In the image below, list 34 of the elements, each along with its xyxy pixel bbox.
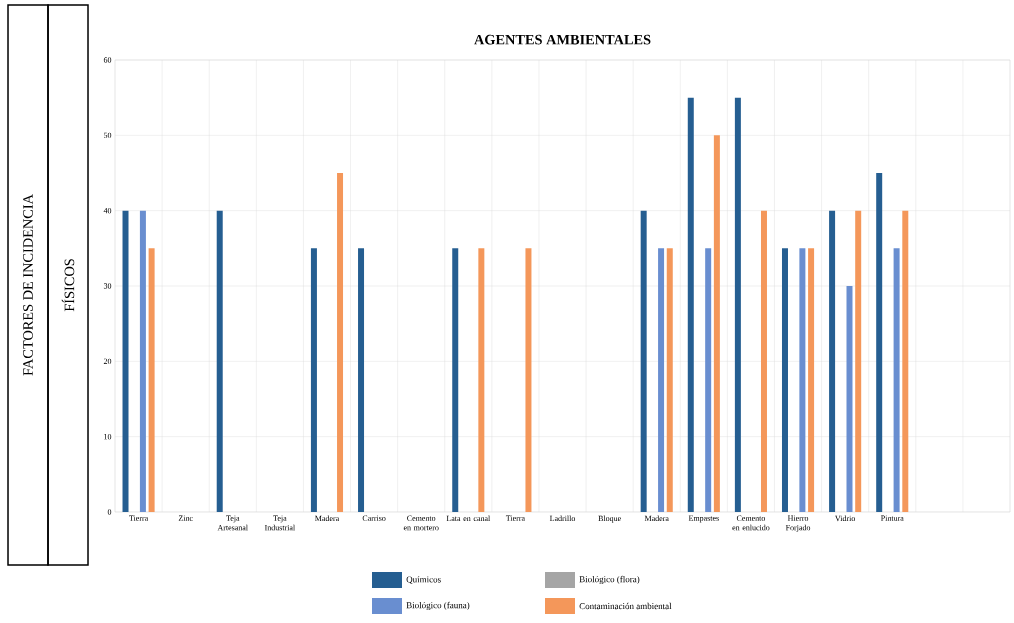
bar xyxy=(829,210,836,512)
bar xyxy=(216,210,223,512)
bar xyxy=(893,248,900,512)
bar xyxy=(760,210,767,512)
text: FÍSICOS xyxy=(61,259,75,312)
bar xyxy=(799,248,806,512)
text: FACTORES DE INCIDENCIA xyxy=(23,194,33,376)
legend-label: Biológico (fauna) xyxy=(406,601,470,611)
bar xyxy=(310,248,317,512)
legend-label: Contaminación ambiental xyxy=(579,602,672,610)
bar xyxy=(705,248,712,512)
bar xyxy=(713,135,720,512)
bar xyxy=(734,97,741,512)
bar xyxy=(687,97,694,512)
bar xyxy=(640,210,647,512)
bar xyxy=(666,248,673,512)
bar xyxy=(478,248,485,512)
bar xyxy=(122,210,129,512)
bar xyxy=(337,172,344,512)
legend-label: Químicos xyxy=(406,576,441,584)
bar xyxy=(855,210,862,512)
legend-label: Biológico (flora) xyxy=(579,575,640,585)
chart-title: AGENTES AMBIENTALES xyxy=(474,34,651,45)
bar xyxy=(781,248,788,512)
bar xyxy=(876,172,883,512)
bar xyxy=(658,248,665,512)
bar xyxy=(846,285,853,512)
bar xyxy=(902,210,909,512)
bar xyxy=(808,248,815,512)
bar xyxy=(358,248,365,512)
bar xyxy=(452,248,459,512)
bar xyxy=(139,210,146,512)
bar xyxy=(148,248,155,512)
bar xyxy=(525,248,532,512)
